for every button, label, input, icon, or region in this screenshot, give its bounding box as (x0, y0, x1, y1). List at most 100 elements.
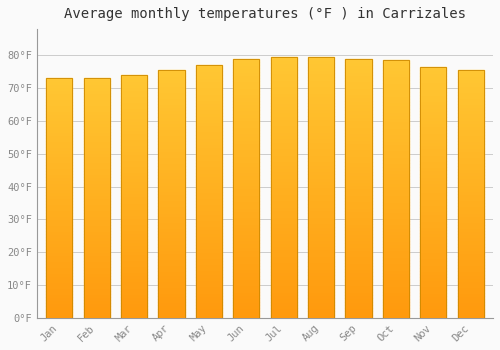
Bar (233, 111, 260, 114)
Bar (121, 196, 147, 200)
Bar (346, 143, 372, 146)
Bar (420, 243, 446, 246)
Bar (84, 246, 110, 249)
Bar (270, 223, 296, 226)
Bar (158, 73, 184, 76)
Bar (84, 285, 110, 288)
Bar (233, 146, 260, 149)
Bar (46, 165, 72, 168)
Bar (84, 213, 110, 216)
Bar (233, 107, 260, 111)
Bar (196, 93, 222, 97)
Bar (46, 153, 72, 156)
Bar (158, 154, 184, 157)
Bar (233, 104, 260, 107)
Bar (46, 243, 72, 246)
Bar (196, 283, 222, 286)
Bar (308, 63, 334, 67)
Bar (308, 80, 334, 83)
Bar (46, 249, 72, 252)
Bar (458, 113, 483, 117)
Bar (121, 102, 147, 105)
Bar (346, 98, 372, 101)
Bar (158, 302, 184, 306)
Bar (233, 312, 260, 315)
Bar (158, 247, 184, 250)
Bar (121, 75, 147, 78)
Bar (270, 80, 296, 83)
Bar (308, 112, 334, 116)
Bar (158, 197, 184, 200)
Bar (346, 71, 372, 75)
Bar (121, 96, 147, 99)
Bar (196, 154, 222, 157)
Bar (458, 150, 483, 154)
Bar (84, 297, 110, 300)
Bar (196, 207, 222, 210)
Bar (233, 91, 260, 94)
Bar (121, 199, 147, 203)
Bar (84, 267, 110, 270)
Bar (308, 139, 334, 142)
Bar (84, 210, 110, 213)
Bar (196, 90, 222, 93)
Bar (233, 266, 260, 269)
Bar (233, 198, 260, 201)
Bar (382, 289, 409, 292)
Bar (270, 90, 296, 93)
Bar (196, 119, 222, 122)
Bar (121, 120, 147, 124)
Bar (121, 257, 147, 260)
Bar (458, 89, 483, 92)
Bar (121, 190, 147, 194)
Bar (46, 87, 72, 90)
Bar (84, 108, 110, 111)
Bar (233, 292, 260, 295)
Bar (308, 246, 334, 250)
Bar (420, 284, 446, 287)
Bar (420, 130, 446, 133)
Bar (420, 208, 446, 211)
Bar (382, 276, 409, 279)
Bar (382, 199, 409, 202)
Bar (346, 302, 372, 305)
Bar (458, 182, 483, 185)
Bar (196, 258, 222, 261)
Bar (270, 302, 296, 305)
Bar (382, 60, 409, 63)
Bar (158, 104, 184, 107)
Bar (121, 81, 147, 84)
Bar (84, 258, 110, 261)
Bar (121, 212, 147, 215)
Bar (84, 189, 110, 192)
Bar (382, 295, 409, 299)
Bar (346, 250, 372, 253)
Bar (121, 266, 147, 269)
Bar (458, 138, 483, 141)
Bar (121, 306, 147, 309)
Bar (270, 285, 296, 288)
Bar (196, 78, 222, 81)
Bar (121, 75, 147, 318)
Bar (84, 174, 110, 177)
Bar (158, 231, 184, 234)
Bar (382, 118, 409, 121)
Bar (346, 104, 372, 107)
Bar (84, 261, 110, 264)
Bar (196, 264, 222, 267)
Bar (121, 224, 147, 227)
Bar (308, 171, 334, 174)
Bar (270, 116, 296, 119)
Bar (382, 273, 409, 276)
Bar (233, 299, 260, 302)
Bar (458, 200, 483, 203)
Bar (233, 78, 260, 81)
Bar (196, 147, 222, 150)
Bar (158, 237, 184, 240)
Bar (84, 312, 110, 315)
Bar (308, 129, 334, 132)
Bar (158, 178, 184, 182)
Bar (420, 126, 446, 130)
Bar (84, 276, 110, 279)
Bar (121, 303, 147, 306)
